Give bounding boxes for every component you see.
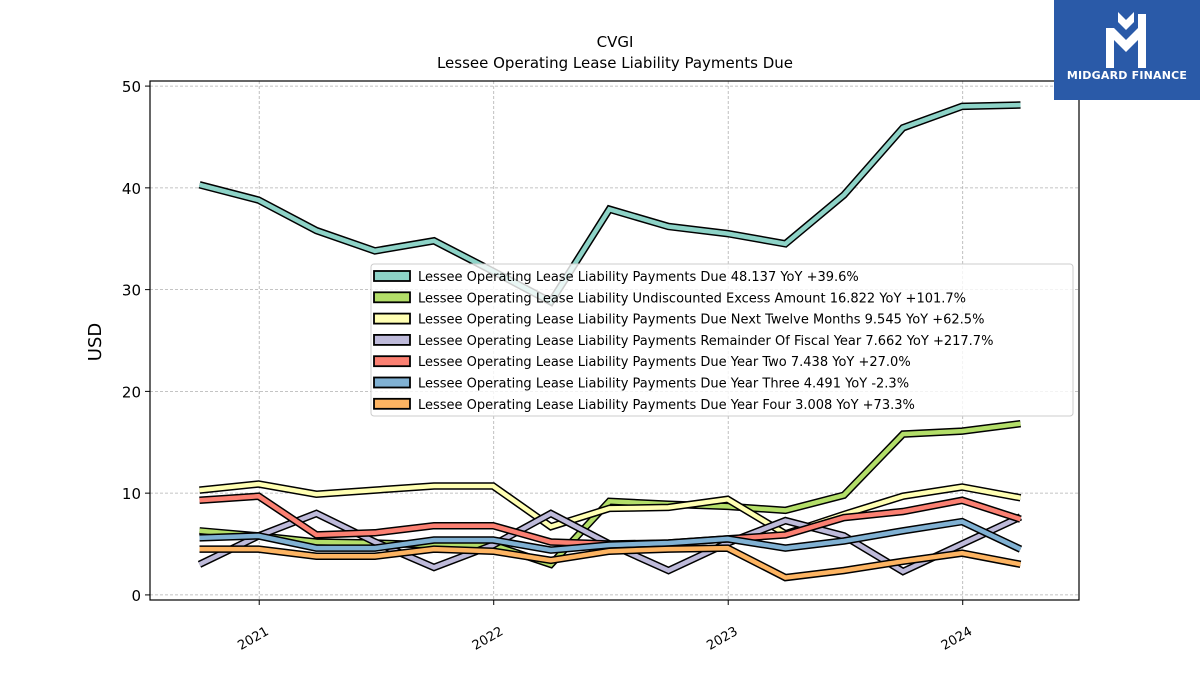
legend-entry: Lessee Operating Lease Liability Payment… [373,376,909,392]
series-line [199,517,1023,554]
series-stroke [199,545,1021,580]
series-stroke [199,519,1022,553]
y-tick-label: 10 [122,485,141,503]
grid-lines [150,81,1079,600]
legend-entry: Lessee Operating Lease Liability Payment… [373,333,993,349]
y-axis-label: USD [85,323,106,361]
legend-label: Lessee Operating Lease Liability Undisco… [418,291,966,306]
y-tick-label: 0 [131,587,141,605]
series-line [198,101,1021,307]
x-tick-label: 2024 [939,624,975,654]
legend-frame [370,263,1074,417]
series-stroke [199,481,1021,537]
legend-entry: Lessee Operating Lease Liability Payment… [373,397,915,413]
chart-subtitle: Lessee Operating Lease Liability Payment… [437,54,793,72]
y-tick-label: 30 [122,282,141,300]
legend-label: Lessee Operating Lease Liability Payment… [418,270,859,285]
logo-text: MIDGARD FINANCE [1066,69,1188,82]
legend-label: Lessee Operating Lease Liability Payment… [418,313,984,328]
chart-title: CVGI [597,33,634,51]
x-tick-label: 2021 [235,624,271,654]
legend-swatch [373,312,411,325]
series-line [199,480,1022,539]
legend-swatch [373,333,411,346]
legend-entry: Lessee Operating Lease Liability Payment… [373,270,859,285]
legend-entry: Lessee Operating Lease Liability Payment… [373,355,911,370]
series-stroke [199,421,1021,567]
legend: Lessee Operating Lease Liability Payment… [370,263,1074,417]
legend-label: Lessee Operating Lease Liability Payment… [418,334,993,349]
legend-label: Lessee Operating Lease Liability Payment… [418,398,915,413]
series-line [199,419,1021,569]
midgard-m-logo-icon [1106,12,1146,68]
legend-swatch [373,397,411,410]
legend-swatch [373,376,411,389]
midgard-finance-logo: MIDGARD FINANCE [1054,0,1200,100]
x-tick-label: 2023 [704,624,740,654]
legend-label: Lessee Operating Lease Liability Payment… [418,355,911,370]
legend-label: Lessee Operating Lease Liability Payment… [418,377,909,392]
legend-entry: Lessee Operating Lease Liability Undisco… [373,291,966,306]
legend-swatch [373,291,411,304]
legend-entry: Lessee Operating Lease Liability Payment… [373,312,984,328]
series-stroke [198,102,1021,305]
series-layer [197,101,1023,582]
y-tick-label: 40 [122,180,141,198]
y-tick-label: 20 [122,383,141,401]
legend-swatch [373,270,411,282]
y-tick-label: 50 [122,78,141,96]
legend-swatch [373,355,411,368]
plot-frame [149,80,1080,601]
x-tick-label: 2022 [470,624,506,654]
series-line [199,544,1022,582]
